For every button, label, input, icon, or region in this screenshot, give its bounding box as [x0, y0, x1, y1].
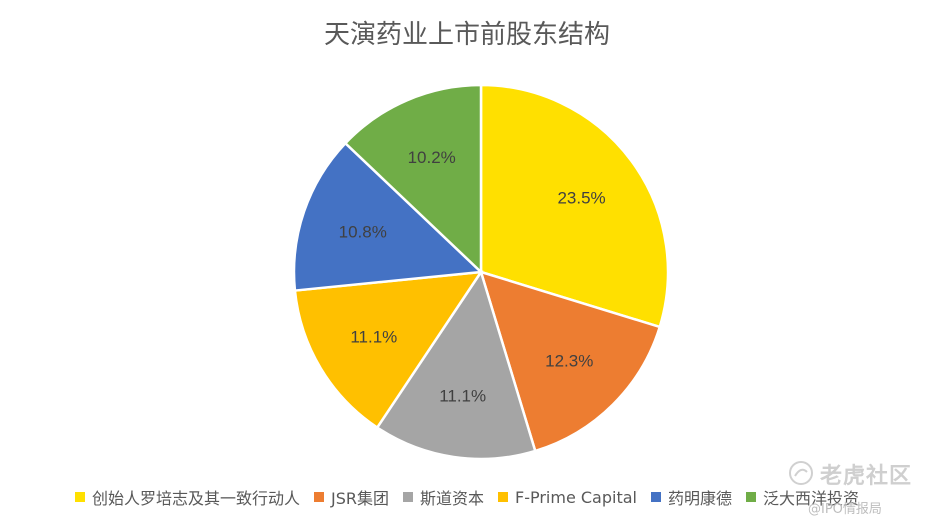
chart-title: 天演药业上市前股东结构 [323, 20, 610, 50]
pie-slice-fprime [293, 270, 484, 430]
pie-label-ga: 10.2% [408, 148, 456, 167]
legend-swatch-jsr [313, 492, 324, 502]
tiger-logo-icon [789, 461, 813, 485]
legend-item-fprime: F-Prime Capital [498, 488, 637, 507]
legend-label-jsr: JSR集团 [330, 489, 389, 508]
legend-label-stoa: 斯道资本 [419, 489, 484, 508]
watermark-brand: 老虎社区 [820, 464, 913, 489]
legend-label-founder: 创始人罗培志及其一致行动人 [91, 489, 300, 508]
legend-label-wuxi: 药明康德 [667, 489, 732, 508]
pie-label-jsr: 12.3% [545, 352, 593, 371]
legend-swatch-ga [746, 492, 756, 502]
pie-chart: 23.5% 12.3% 11.1% 11.1% 10.8% 10.2% [292, 83, 670, 461]
pie-labels: 23.5% 12.3% 11.1% 11.1% 10.8% 10.2% [339, 148, 606, 406]
watermark: 老虎社区 @IPO情报局 [788, 458, 928, 522]
pie-label-fprime: 11.1% [350, 327, 397, 346]
pie-label-wuxi: 10.8% [339, 222, 387, 241]
watermark-handle: @IPO情报局 [808, 502, 882, 517]
legend-item-stoa: 斯道资本 [402, 485, 484, 509]
pie-label-founder: 23.5% [557, 189, 605, 208]
legend-swatch-founder [74, 492, 85, 502]
pie-slices [292, 83, 670, 461]
chart-legend: 创始人罗培志及其一致行动人 JSR集团 斯道资本 F-Prime Capital… [0, 485, 934, 509]
pie-slice-wuxi [292, 141, 484, 292]
pie-slice-ga [343, 83, 483, 275]
legend-item-jsr: JSR集团 [313, 485, 389, 509]
legend-swatch-fprime [498, 492, 508, 502]
legend-item-wuxi: 药明康德 [650, 485, 732, 509]
pie-slice-stoa [375, 269, 537, 461]
legend-swatch-stoa [402, 492, 413, 502]
legend-label-fprime: F-Prime Capital [515, 487, 637, 507]
legend-swatch-wuxi [650, 492, 661, 502]
legend-label-ga: 泛大西洋投资 [763, 489, 860, 508]
pie-slice-jsr [479, 270, 662, 453]
pie-label-stoa: 11.1% [439, 387, 486, 406]
legend-item-founder: 创始人罗培志及其一致行动人 [74, 485, 300, 509]
legend-item-ga: 泛大西洋投资 [746, 485, 859, 509]
pie-slice-founder [479, 83, 670, 329]
